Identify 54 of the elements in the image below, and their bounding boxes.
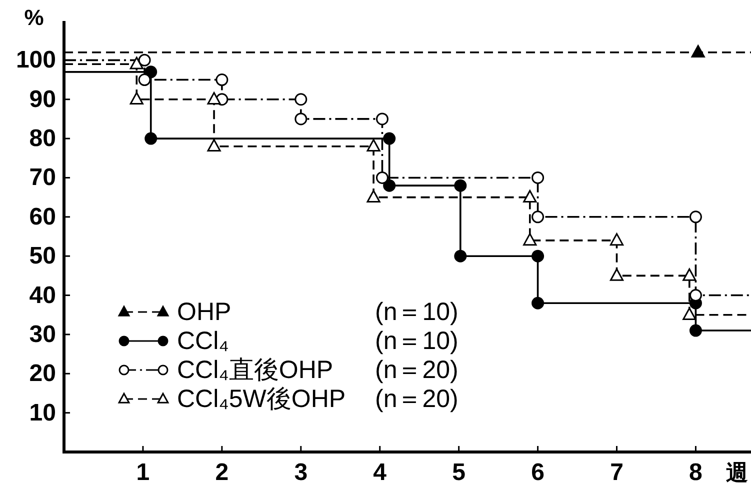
y-tick-label: 30 [29,320,56,348]
point [207,139,221,152]
point [523,190,537,202]
point [144,132,158,145]
point [689,210,702,224]
text: CCl₄ (n＝10) [177,327,458,355]
point [532,210,544,224]
y-axis-title: % [24,5,44,30]
y-tick-label: 50 [29,242,56,270]
x-tick-label: 6 [531,459,544,486]
y-tick-label: 80 [29,125,56,152]
point [207,92,221,105]
point [294,112,308,126]
x-tick-label: 1 [136,459,150,486]
y-tick-label: 100 [16,46,56,74]
text: OHP (n＝10) [177,298,458,326]
y-tick-label: 70 [29,164,56,192]
legend-label: CCl₄5W後OHP (n＝20) [177,385,458,413]
point [454,179,467,192]
y-tick-label: 90 [29,86,56,113]
point [376,112,388,126]
point [682,268,696,281]
x-axis-title: 週 [726,460,748,485]
point [454,250,467,262]
point [138,54,151,66]
x-tick-label: 8 [689,459,702,486]
point [130,56,144,70]
y-tick-label: 20 [29,360,56,388]
point [682,308,696,320]
x-tick-label: 3 [294,459,308,486]
x-tick-label: 5 [452,459,466,486]
point [532,296,544,310]
y-tick-label: 10 [29,399,56,426]
point [216,74,228,86]
text: CCl₄直後OHP (n＝20) [177,356,458,384]
point [610,233,624,246]
x-tick-label: 2 [215,459,229,486]
x-tick-label: 4 [373,459,388,486]
point [532,171,544,184]
point [523,233,537,246]
point [376,171,388,184]
x-tick-label: 7 [610,459,624,486]
y-tick-label: 40 [29,282,56,309]
point [294,93,308,106]
point [689,324,702,337]
y-tick-label: 60 [29,203,56,230]
point [383,132,396,145]
point [610,268,624,281]
point [366,190,380,202]
point [366,139,380,152]
point [383,179,396,192]
point [532,250,544,262]
point [130,92,144,105]
point [138,74,151,86]
